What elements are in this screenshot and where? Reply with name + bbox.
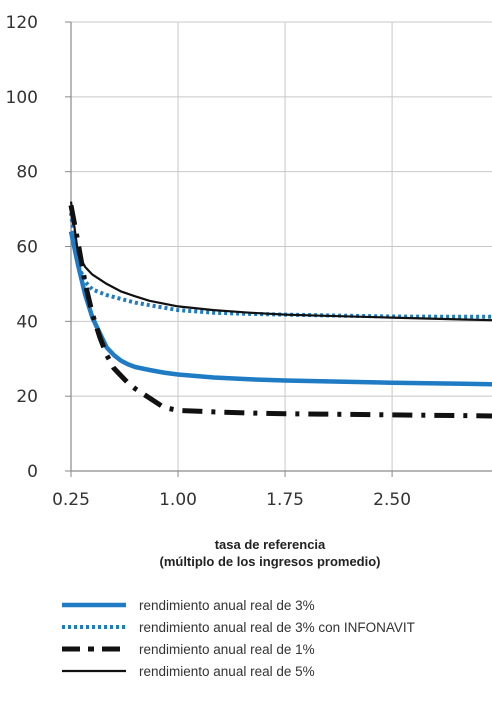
legend-label-1: rendimiento anual real de 3% <box>139 598 315 613</box>
y-tick-label: 120 <box>6 13 38 33</box>
series-line-4 <box>71 202 492 321</box>
x-tick-label: 1.00 <box>159 490 197 510</box>
x-axis-title: tasa de referencia <box>215 537 326 552</box>
series-line-1 <box>71 232 492 385</box>
y-tick-label: 80 <box>16 163 38 183</box>
y-tick-label: 20 <box>16 387 38 407</box>
y-tick-label: 0 <box>27 462 38 482</box>
grid <box>71 22 492 471</box>
x-tick-label: 0.25 <box>52 490 90 510</box>
legend-label-3: rendimiento anual real de 1% <box>139 642 315 657</box>
y-tick-label: 100 <box>6 88 38 108</box>
tick-labels: 0 20 40 60 80 100 120 0.25 1.00 1.75 2.50 <box>6 13 411 510</box>
legend: rendimiento anual real de 3% rendimiento … <box>62 598 415 679</box>
y-tick-label: 60 <box>16 238 38 258</box>
legend-label-4: rendimiento anual real de 5% <box>139 664 315 679</box>
axes <box>65 22 492 477</box>
x-tick-label: 2.50 <box>373 490 411 510</box>
plot-series <box>71 202 492 416</box>
series-line-2 <box>71 213 492 317</box>
legend-label-2: rendimiento anual real de 3% con INFONAV… <box>139 620 415 635</box>
x-tick-label: 1.75 <box>266 490 304 510</box>
x-axis-subtitle: (múltiplo de los ingresos promedio) <box>159 554 380 569</box>
y-tick-label: 40 <box>16 312 38 332</box>
